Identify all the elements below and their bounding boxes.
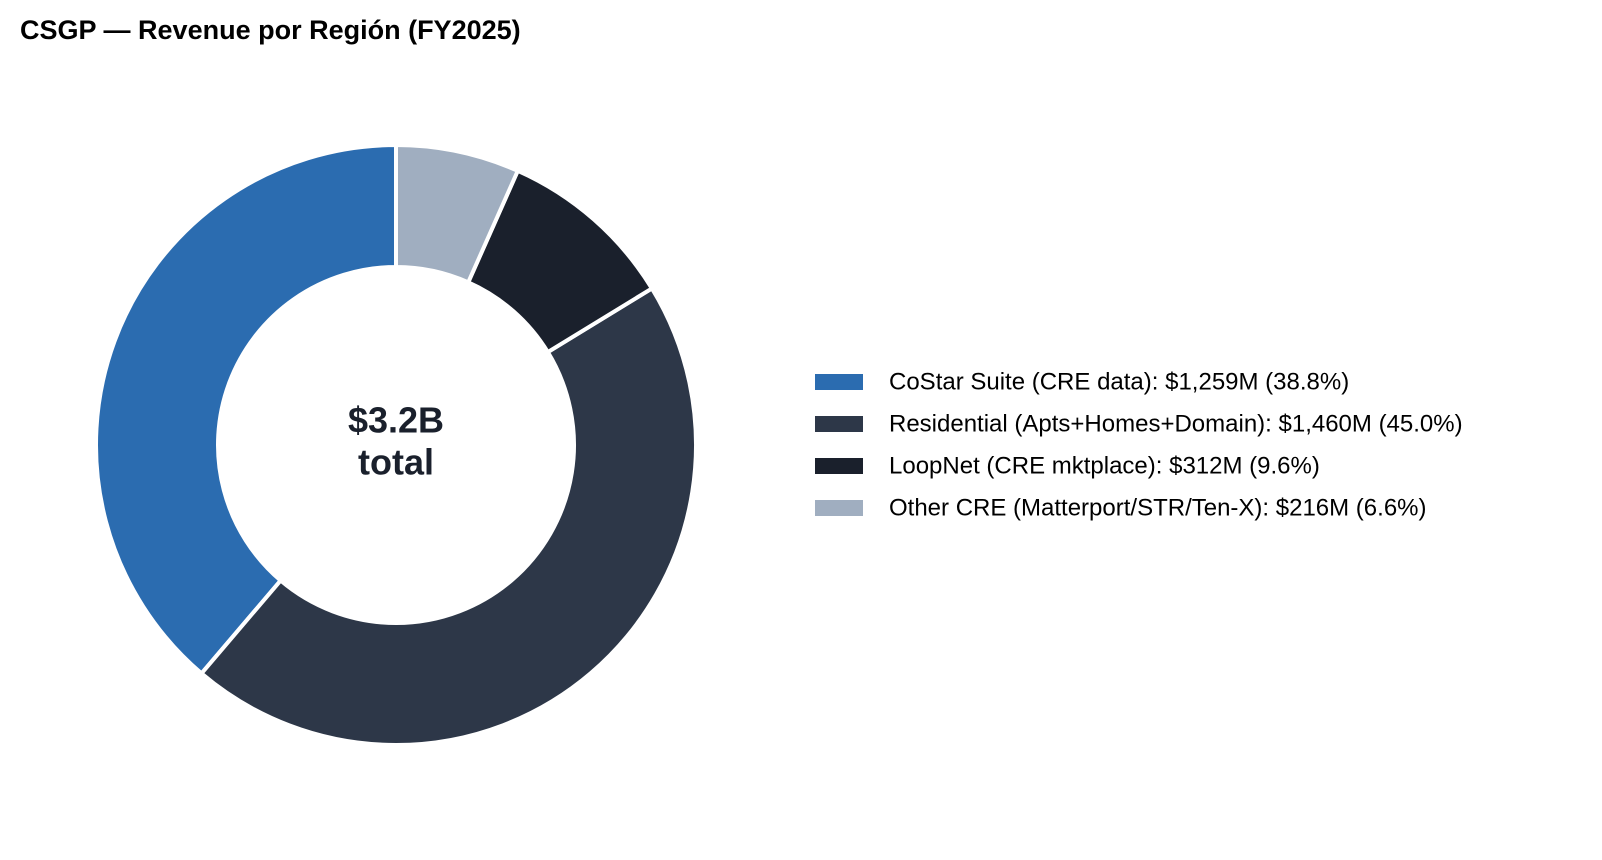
donut-slice <box>394 142 521 285</box>
legend-swatch <box>815 374 863 390</box>
legend-swatch <box>815 500 863 516</box>
donut-slice <box>198 285 698 747</box>
chart-title: CSGP — Revenue por Región (FY2025) <box>20 15 521 45</box>
legend-label: Other CRE (Matterport/STR/Ten-X): $216M … <box>889 494 1427 521</box>
legend-swatch <box>815 416 863 432</box>
legend-label: CoStar Suite (CRE data): $1,259M (38.8%) <box>889 368 1349 395</box>
donut-slice <box>94 142 398 677</box>
legend-swatch <box>815 458 863 474</box>
legend-label: LoopNet (CRE mktplace): $312M (9.6%) <box>889 452 1320 479</box>
center-label: total <box>358 442 434 483</box>
legend-label: Residential (Apts+Homes+Domain): $1,460M… <box>889 410 1463 437</box>
center-label: $3.2B <box>348 400 444 441</box>
